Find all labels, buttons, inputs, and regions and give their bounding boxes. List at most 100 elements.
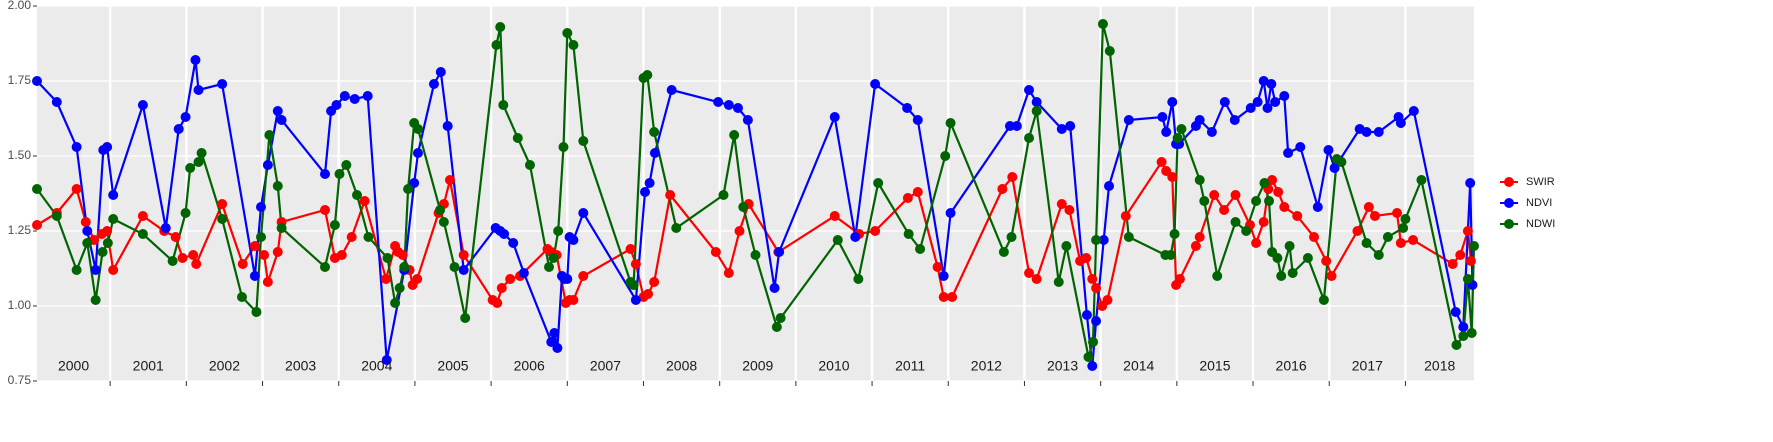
point [1024, 133, 1035, 143]
point [403, 184, 414, 194]
point [272, 106, 283, 116]
point [1087, 274, 1098, 284]
point [320, 262, 331, 272]
point [932, 262, 943, 272]
point [729, 130, 740, 140]
point [259, 250, 270, 260]
point [1209, 190, 1220, 200]
point [1369, 211, 1380, 221]
point [997, 184, 1008, 194]
point [902, 193, 913, 203]
point [1395, 118, 1406, 128]
point [832, 235, 843, 245]
point [1157, 112, 1168, 122]
point [1156, 157, 1167, 167]
point [649, 148, 660, 158]
point [256, 202, 267, 212]
point [1455, 250, 1466, 260]
point [640, 187, 651, 197]
point [160, 223, 171, 233]
point [492, 298, 503, 308]
point [394, 283, 405, 293]
y-tick-label: 2.00 [8, 0, 32, 12]
point [409, 178, 420, 188]
point [870, 226, 881, 236]
point [167, 256, 178, 266]
point [363, 232, 374, 242]
point [1295, 142, 1306, 152]
point [90, 295, 101, 305]
x-tick-label: 2016 [1276, 358, 1307, 374]
point [390, 298, 401, 308]
point [1458, 322, 1469, 332]
point [738, 202, 749, 212]
point [1302, 253, 1313, 263]
point [1007, 172, 1018, 182]
point [1065, 121, 1076, 131]
point [1308, 232, 1319, 242]
point [1323, 145, 1334, 155]
point [412, 274, 423, 284]
point [1190, 241, 1201, 251]
point [1024, 85, 1035, 95]
point [196, 148, 207, 158]
point [771, 322, 782, 332]
point [665, 190, 676, 200]
point [1361, 238, 1372, 248]
point [1194, 175, 1205, 185]
point [1408, 106, 1419, 116]
point [1266, 79, 1277, 89]
point [643, 289, 654, 299]
point [1206, 127, 1217, 137]
point [412, 124, 423, 134]
point [1450, 307, 1461, 317]
x-tick-label: 2009 [742, 358, 773, 374]
point [1097, 19, 1108, 29]
point [666, 85, 677, 95]
point [1167, 172, 1178, 182]
point [1061, 241, 1072, 251]
point [82, 238, 93, 248]
point [1251, 196, 1262, 206]
point [518, 268, 529, 278]
point [578, 271, 589, 281]
point [1252, 97, 1263, 107]
legend-label: SWIR [1526, 176, 1555, 188]
point [1056, 199, 1067, 209]
point [1104, 46, 1115, 56]
point [362, 91, 373, 101]
x-tick-label: 2003 [285, 358, 316, 374]
point [505, 274, 516, 284]
x-tick-label: 2017 [1352, 358, 1383, 374]
y-tick-label: 1.00 [8, 298, 32, 312]
point [458, 265, 469, 275]
point [71, 142, 82, 152]
x-tick-label: 2005 [437, 358, 468, 374]
point [491, 40, 502, 50]
point [80, 217, 91, 227]
point [1230, 190, 1241, 200]
y-tick-label: 0.75 [8, 373, 32, 387]
point [71, 184, 82, 194]
x-tick-label: 2001 [133, 358, 164, 374]
point [1258, 76, 1269, 86]
point [671, 223, 682, 233]
point [341, 160, 352, 170]
point [435, 67, 446, 77]
point [548, 253, 559, 263]
point [1287, 268, 1298, 278]
point [262, 277, 273, 287]
point [51, 97, 62, 107]
point [331, 100, 342, 110]
point [723, 268, 734, 278]
x-tick-label: 2018 [1424, 358, 1455, 374]
point [1284, 241, 1295, 251]
point [1098, 235, 1109, 245]
point [644, 178, 655, 188]
point [578, 208, 589, 218]
point [1245, 103, 1256, 113]
point [262, 160, 273, 170]
point [998, 247, 1009, 257]
point [1326, 271, 1337, 281]
point [1161, 127, 1172, 137]
